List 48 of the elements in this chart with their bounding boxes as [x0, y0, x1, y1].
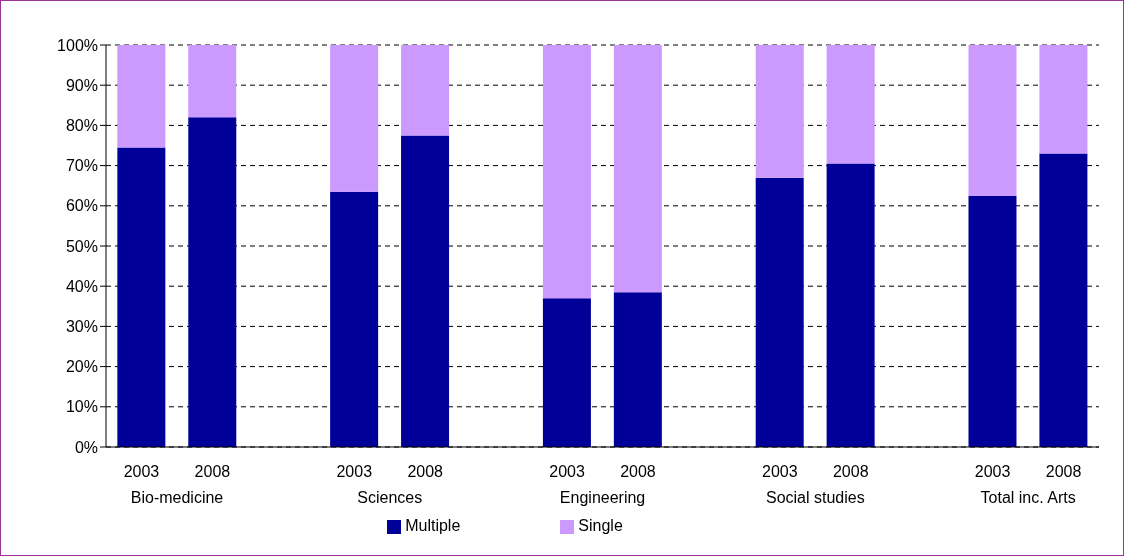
x-tick-label: 2008 — [407, 463, 444, 480]
y-tick-label: 90% — [65, 76, 98, 94]
bar — [117, 147, 166, 447]
y-tick-label: 20% — [65, 358, 98, 376]
y-tick-label: 80% — [65, 117, 98, 135]
bar — [968, 45, 1017, 196]
x-tick-label: 2008 — [1045, 463, 1082, 480]
bar — [826, 45, 875, 164]
bar — [755, 177, 804, 447]
bar — [401, 135, 450, 447]
text: Engineering — [559, 489, 646, 506]
legend-label: Multiple — [405, 517, 461, 534]
bar — [401, 45, 450, 136]
y-tick-label: 60% — [65, 197, 98, 215]
bar — [542, 45, 591, 299]
bar — [755, 45, 804, 178]
bar — [542, 298, 591, 447]
bar — [117, 45, 166, 148]
text: Total inc. Arts — [980, 489, 1076, 506]
bar — [188, 117, 237, 447]
x-tick-label: 2003 — [549, 463, 585, 480]
bar — [826, 163, 875, 447]
y-tick-label: 70% — [65, 157, 98, 175]
x-tick-label: 2008 — [832, 463, 869, 480]
y-tick-label: 30% — [65, 318, 98, 336]
text: Sciences — [357, 489, 423, 506]
bar — [613, 292, 662, 447]
bar — [968, 195, 1017, 447]
bar — [188, 45, 237, 118]
bar — [613, 45, 662, 293]
bar — [330, 191, 379, 447]
bar — [330, 45, 379, 192]
y-tick-label: 100% — [57, 36, 98, 54]
bar — [1039, 153, 1088, 447]
y-tick-label: 40% — [65, 277, 98, 295]
y-tick-label: 50% — [65, 237, 98, 255]
x-tick-label: 2003 — [974, 463, 1011, 480]
legend-label: Single — [578, 517, 623, 534]
y-tick-label: 10% — [65, 398, 98, 416]
text: Bio-medicine — [130, 489, 224, 506]
y-tick-label: 0% — [74, 438, 98, 456]
text: Social studies — [766, 489, 865, 506]
x-tick-label: 2008 — [194, 463, 231, 480]
bar — [1039, 45, 1088, 154]
x-tick-label: 2003 — [762, 463, 798, 480]
x-tick-label: 2003 — [336, 463, 373, 480]
x-tick-label: 2003 — [123, 463, 160, 480]
x-tick-label: 2008 — [620, 463, 656, 480]
